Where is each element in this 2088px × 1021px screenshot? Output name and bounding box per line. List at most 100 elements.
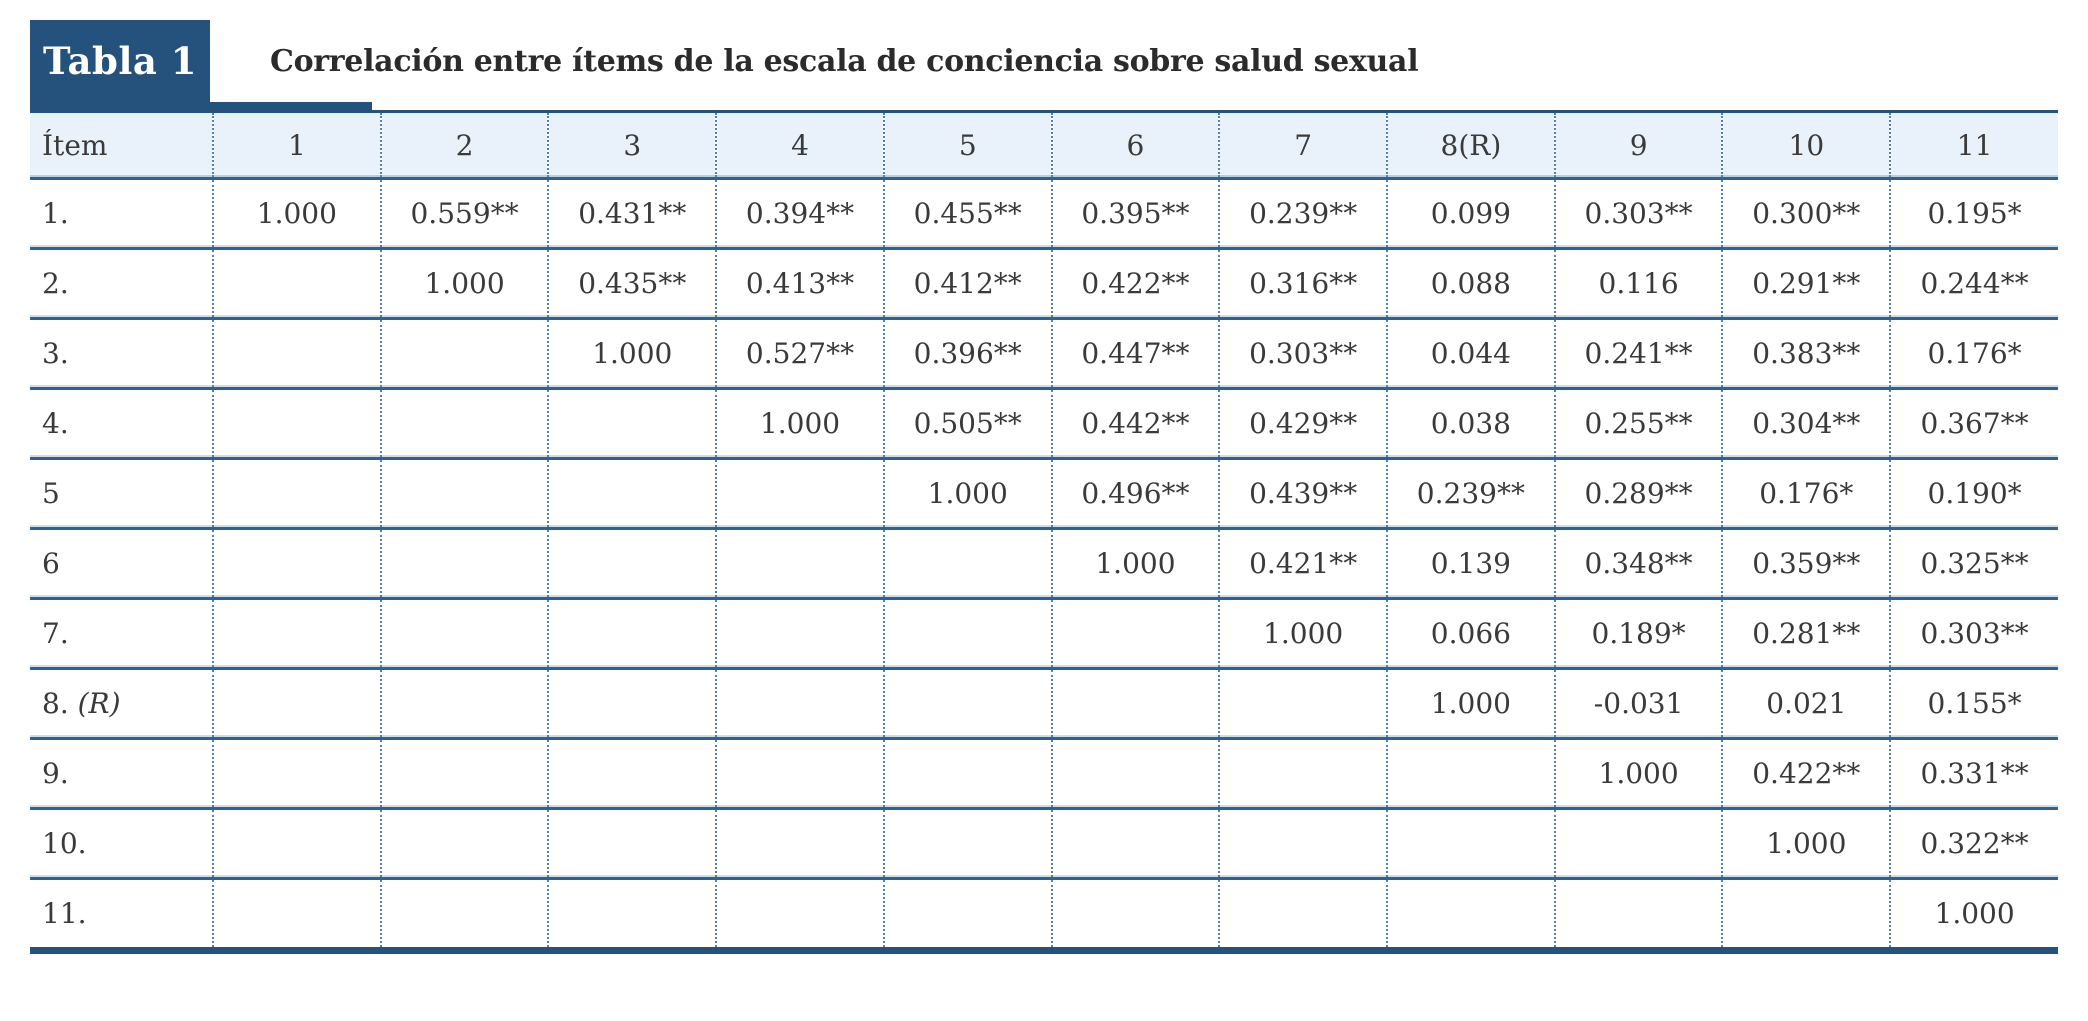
- correlation-cell: 1.000: [1218, 598, 1388, 670]
- table-badge: Tabla 1: [30, 20, 210, 102]
- row-label: 6: [30, 528, 213, 600]
- correlation-cell: 0.455**: [882, 178, 1052, 250]
- correlation-cell: [1218, 878, 1388, 951]
- correlation-cell: [1050, 668, 1220, 740]
- correlation-cell: 0.421**: [1218, 528, 1388, 600]
- correlation-cell: 1.000: [1050, 528, 1220, 600]
- correlation-cell: [379, 738, 549, 810]
- correlation-cell: 0.239**: [1386, 458, 1555, 530]
- correlation-cell: 0.255**: [1553, 388, 1723, 460]
- correlation-cell: [715, 598, 884, 670]
- correlation-cell: 0.189*: [1553, 598, 1723, 670]
- correlation-cell: [547, 458, 717, 530]
- correlation-cell: [882, 878, 1052, 951]
- correlation-cell: 0.505**: [882, 388, 1052, 460]
- correlation-cell: [1050, 878, 1220, 951]
- col-header-2: 2: [379, 111, 549, 180]
- table-row: 2. 1.000 0.435** 0.413** 0.412** 0.422** 0.316…: [30, 248, 2058, 320]
- correlation-cell: [547, 668, 717, 740]
- row-label: 2.: [30, 248, 213, 320]
- correlation-cell: [547, 598, 717, 670]
- correlation-cell: [715, 808, 884, 880]
- table-row: 6 1.000 0.421** 0.139 0.348** 0.359** 0.325**: [30, 528, 2058, 600]
- correlation-cell: 0.038: [1386, 388, 1555, 460]
- table-row: 10. 1.000 0.322**: [30, 808, 2058, 880]
- correlation-cell: 0.316**: [1218, 248, 1388, 320]
- correlation-cell: [379, 388, 549, 460]
- table-row: 8. (R) 1.000 -0.031 0.021 0.155*: [30, 668, 2058, 740]
- correlation-cell: 0.195*: [1889, 178, 2058, 250]
- correlation-cell: 0.396**: [882, 318, 1052, 390]
- correlation-cell: [212, 458, 381, 530]
- correlation-cell: [1553, 808, 1723, 880]
- correlation-cell: 0.367**: [1889, 388, 2058, 460]
- correlation-cell: [212, 738, 381, 810]
- correlation-cell: 0.304**: [1721, 388, 1891, 460]
- correlation-cell: [212, 318, 381, 390]
- correlation-cell: [882, 668, 1052, 740]
- correlation-cell: 1.000: [1386, 668, 1555, 740]
- correlation-cell: 0.303**: [1889, 598, 2058, 670]
- correlation-cell: [212, 808, 381, 880]
- correlation-cell: 0.044: [1386, 318, 1555, 390]
- correlation-cell: 1.000: [882, 458, 1052, 530]
- correlation-cell: [212, 598, 381, 670]
- correlation-cell: [882, 738, 1052, 810]
- correlation-cell: [379, 318, 549, 390]
- correlation-cell: 0.289**: [1553, 458, 1723, 530]
- row-label: 5: [30, 458, 213, 530]
- correlation-cell: 0.383**: [1721, 318, 1891, 390]
- row-label: 8. (R): [30, 668, 213, 740]
- row-label-reverse-mark: (R): [68, 687, 121, 720]
- table-row: 1. 1.000 0.559** 0.431** 0.394** 0.455** 0.395…: [30, 178, 2058, 250]
- row-label: 10.: [30, 808, 213, 880]
- correlation-cell: 0.190*: [1889, 458, 2058, 530]
- correlation-cell: [212, 668, 381, 740]
- correlation-cell: 1.000: [1889, 878, 2058, 951]
- col-header-7: 7: [1218, 111, 1388, 180]
- correlation-cell: 0.442**: [1050, 388, 1220, 460]
- correlation-cell: 1.000: [1553, 738, 1723, 810]
- correlation-cell: 1.000: [715, 388, 884, 460]
- correlation-cell: 0.422**: [1721, 738, 1891, 810]
- table-row: 11. 1.000: [30, 878, 2058, 951]
- correlation-cell: [1218, 668, 1388, 740]
- correlation-cell: [379, 808, 549, 880]
- col-header-8(R): 8(R): [1386, 111, 1555, 180]
- correlation-cell: 0.239**: [1218, 178, 1388, 250]
- correlation-cell: 0.155*: [1889, 668, 2058, 740]
- row-label: 9.: [30, 738, 213, 810]
- correlation-cell: 0.447**: [1050, 318, 1220, 390]
- table-row: 5 1.000 0.496** 0.439** 0.239** 0.289** 0.176*…: [30, 458, 2058, 530]
- header-row: Ítem 1 2 3 4 5 6 7 8(R) 9 10 11: [30, 111, 2058, 180]
- correlation-cell: [1386, 878, 1555, 951]
- correlation-cell: 0.116: [1553, 248, 1723, 320]
- badge-step-decoration: [30, 102, 372, 110]
- correlation-cell: [1050, 808, 1220, 880]
- correlation-cell: 0.559**: [379, 178, 549, 250]
- table-row: 4. 1.000 0.505** 0.442** 0.429** 0.038 0.255**…: [30, 388, 2058, 460]
- correlation-cell: 0.422**: [1050, 248, 1220, 320]
- correlation-cell: 0.303**: [1553, 178, 1723, 250]
- correlation-cell: [379, 598, 549, 670]
- correlation-cell: 0.291**: [1721, 248, 1891, 320]
- correlation-cell: -0.031: [1553, 668, 1723, 740]
- col-header-6: 6: [1050, 111, 1220, 180]
- row-label: 11.: [30, 878, 213, 951]
- correlation-cell: [212, 248, 381, 320]
- correlation-cell: [379, 668, 549, 740]
- correlation-cell: 0.099: [1386, 178, 1555, 250]
- correlation-cell: 0.439**: [1218, 458, 1388, 530]
- correlation-cell: [882, 598, 1052, 670]
- col-header-10: 10: [1721, 111, 1891, 180]
- correlation-cell: 0.281**: [1721, 598, 1891, 670]
- table-row: 3. 1.000 0.527** 0.396** 0.447** 0.303** 0.044…: [30, 318, 2058, 390]
- correlation-cell: 0.331**: [1889, 738, 2058, 810]
- correlation-cell: [1050, 738, 1220, 810]
- col-header-item: Ítem: [30, 111, 213, 180]
- correlation-cell: [882, 808, 1052, 880]
- col-header-4: 4: [715, 111, 884, 180]
- correlation-cell: [1553, 878, 1723, 951]
- correlation-cell: 0.359**: [1721, 528, 1891, 600]
- correlation-cell: 0.394**: [715, 178, 884, 250]
